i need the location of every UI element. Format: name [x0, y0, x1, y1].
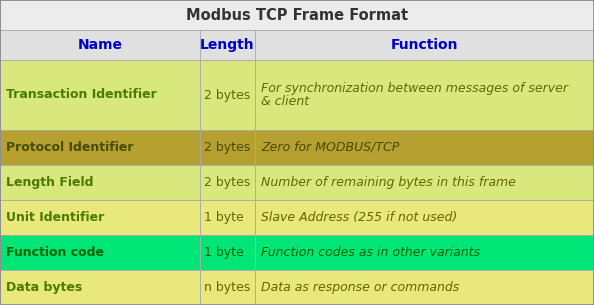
Text: Slave Address (255 if not used): Slave Address (255 if not used): [261, 211, 457, 224]
Bar: [255, 235, 594, 270]
Text: Function: Function: [391, 38, 458, 52]
Text: Modbus TCP Frame Format: Modbus TCP Frame Format: [186, 8, 408, 23]
Bar: [0, 130, 200, 165]
Text: Data as response or commands: Data as response or commands: [261, 281, 459, 294]
Bar: [200, 60, 255, 130]
Bar: [255, 130, 594, 165]
Bar: [0, 60, 200, 130]
Text: 2 bytes: 2 bytes: [204, 88, 250, 102]
Text: 1 byte: 1 byte: [204, 211, 244, 224]
Text: & client: & client: [261, 95, 309, 108]
Text: Unit Identifier: Unit Identifier: [6, 211, 105, 224]
Text: Function code: Function code: [6, 246, 104, 259]
Text: n bytes: n bytes: [204, 281, 250, 294]
Bar: [0, 165, 200, 200]
Text: Data bytes: Data bytes: [6, 281, 82, 294]
Text: Function codes as in other variants: Function codes as in other variants: [261, 246, 480, 259]
Bar: [200, 270, 255, 305]
Text: Zero for MODBUS/TCP: Zero for MODBUS/TCP: [261, 141, 399, 154]
Bar: [0, 0, 594, 30]
Text: Name: Name: [77, 38, 122, 52]
Text: For synchronization between messages of server: For synchronization between messages of …: [261, 82, 568, 95]
Bar: [255, 30, 594, 60]
Bar: [0, 30, 200, 60]
Text: 2 bytes: 2 bytes: [204, 141, 250, 154]
Bar: [0, 270, 200, 305]
Text: 1 byte: 1 byte: [204, 246, 244, 259]
Bar: [0, 235, 200, 270]
Text: Length: Length: [200, 38, 255, 52]
Bar: [255, 270, 594, 305]
Bar: [200, 200, 255, 235]
Text: Length Field: Length Field: [6, 176, 93, 189]
Bar: [200, 130, 255, 165]
Text: Transaction Identifier: Transaction Identifier: [6, 88, 157, 102]
Bar: [200, 30, 255, 60]
Bar: [255, 60, 594, 130]
Bar: [255, 200, 594, 235]
Text: Number of remaining bytes in this frame: Number of remaining bytes in this frame: [261, 176, 516, 189]
Bar: [255, 165, 594, 200]
Text: Protocol Identifier: Protocol Identifier: [6, 141, 134, 154]
Bar: [200, 235, 255, 270]
Bar: [200, 165, 255, 200]
Bar: [0, 200, 200, 235]
Text: 2 bytes: 2 bytes: [204, 176, 250, 189]
